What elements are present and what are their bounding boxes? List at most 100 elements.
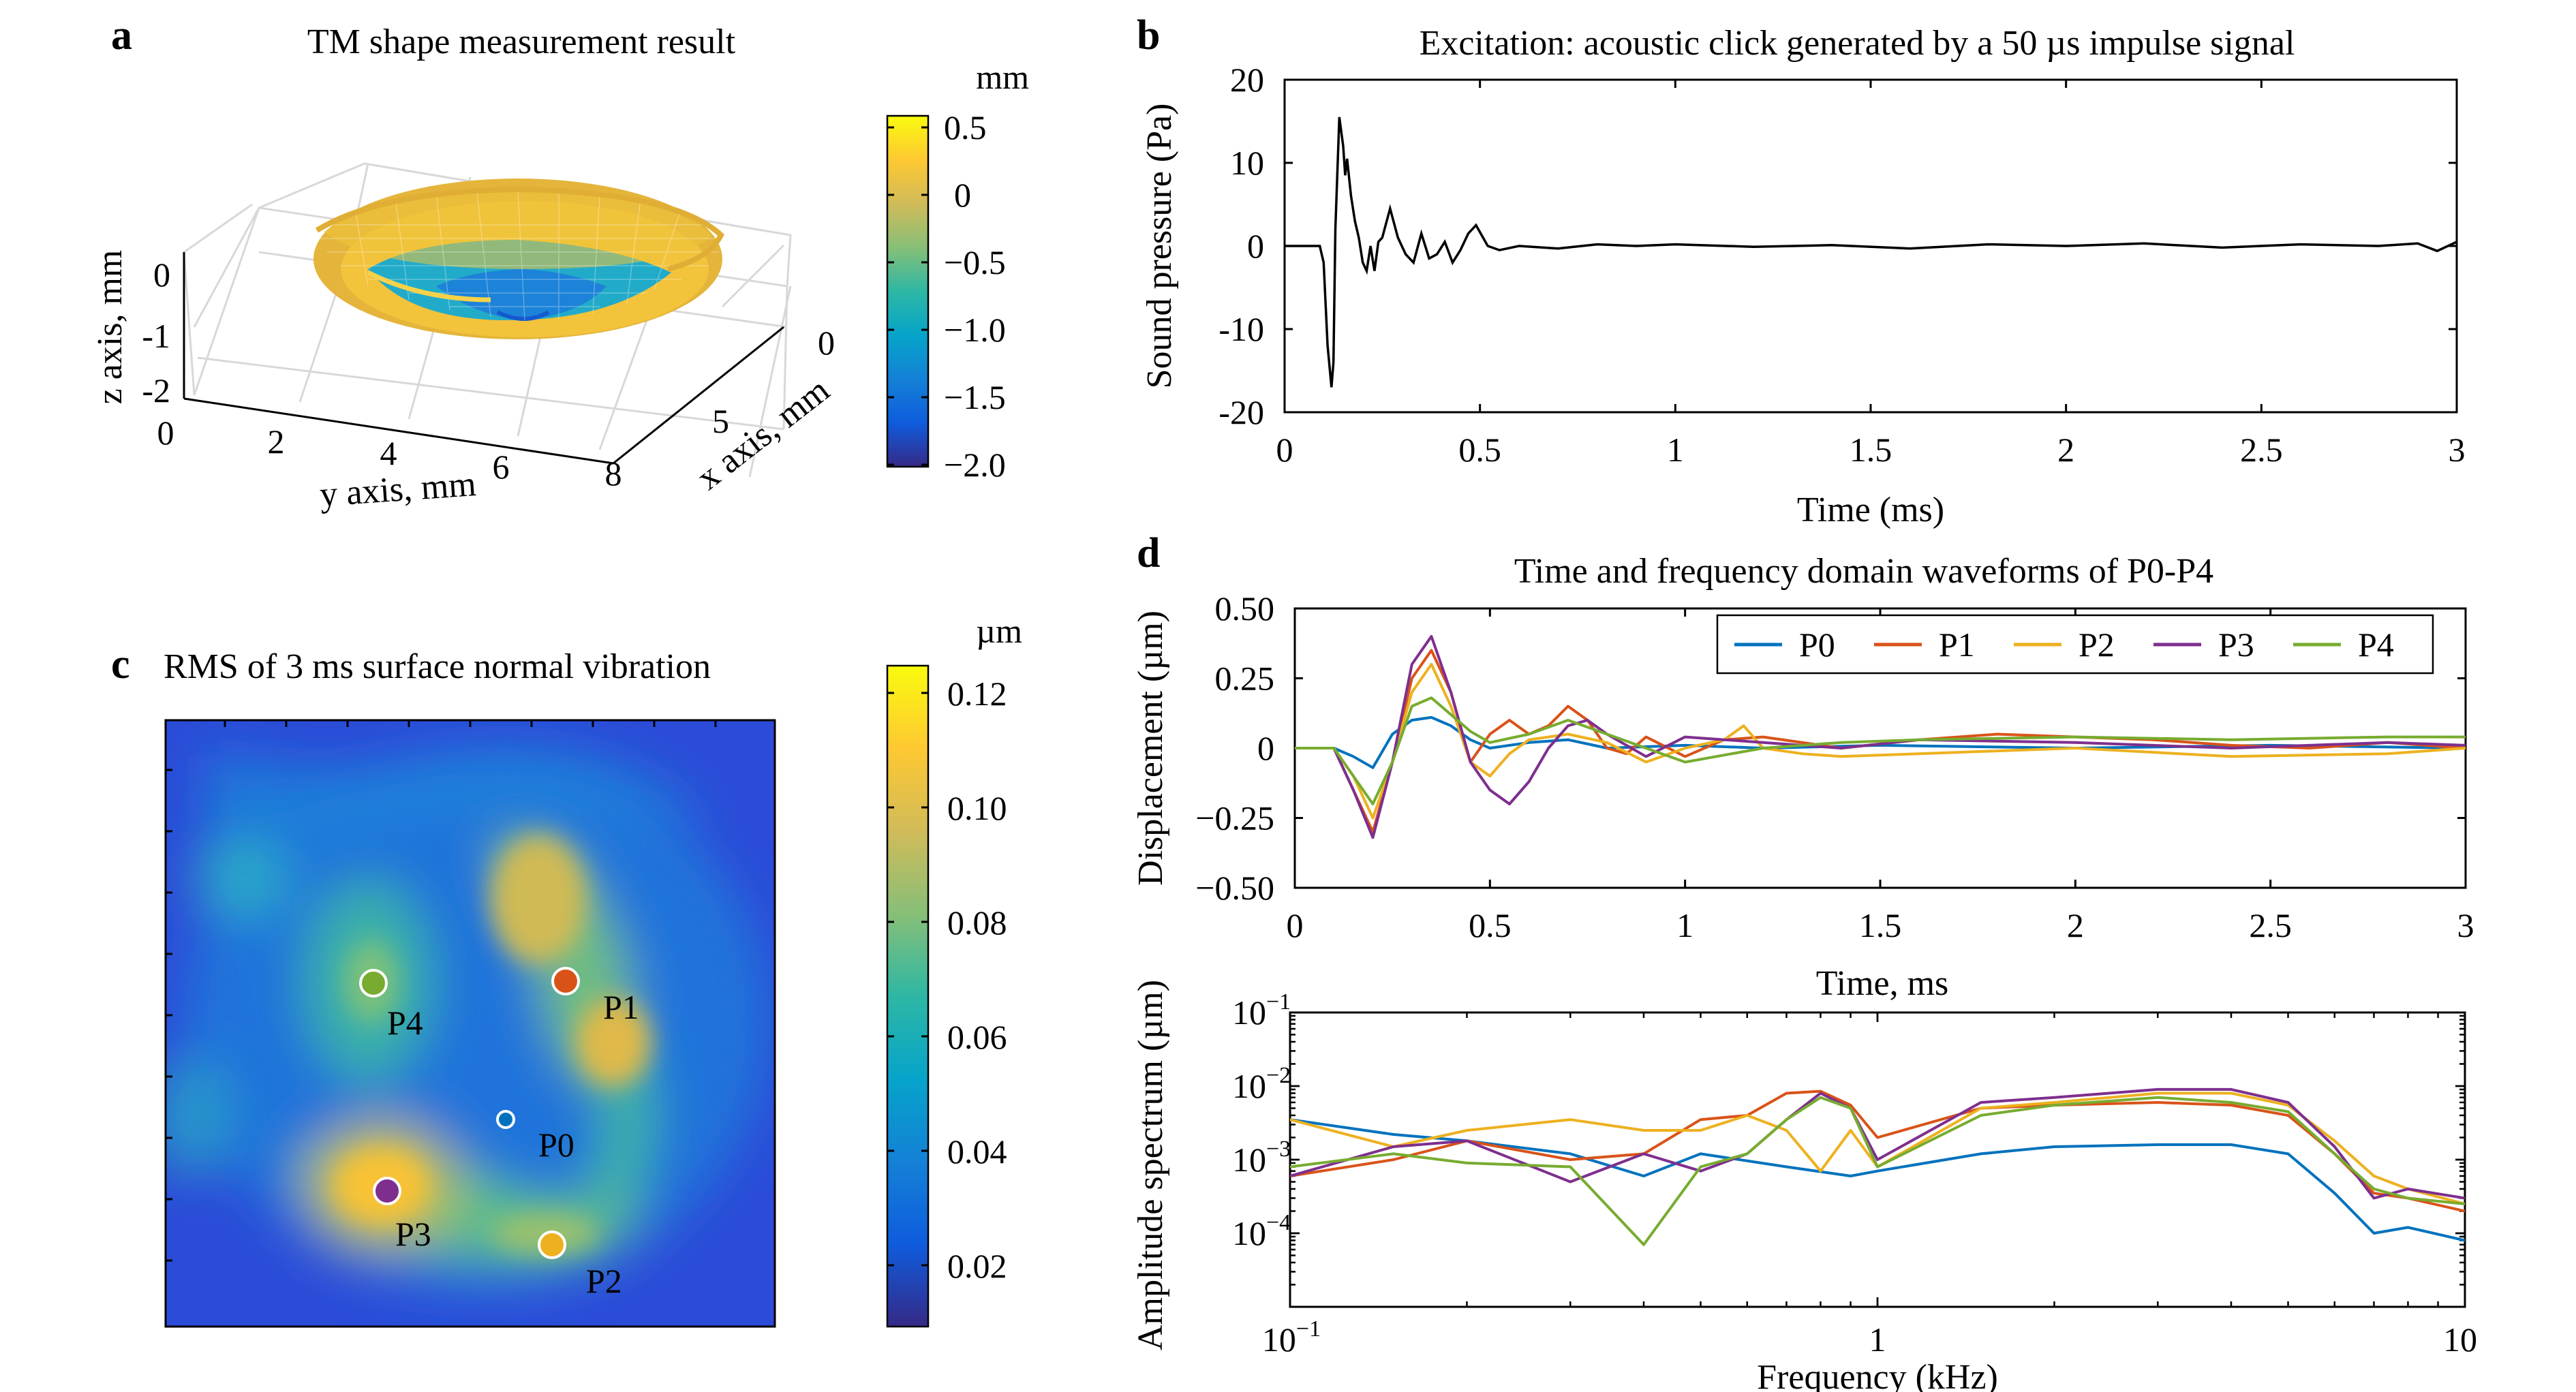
panel-d-time-series [1295, 635, 2466, 839]
measurement-points [359, 967, 580, 1259]
panel-c: c RMS of 3 ms surface normal vibration [111, 612, 1022, 1328]
panel-b-title: Excitation: acoustic click generated by … [1420, 24, 2295, 63]
freq-x-tick-label: 10 [2443, 1320, 2477, 1359]
panel-b: b Excitation: acoustic click generated b… [1137, 12, 2466, 529]
measurement-point-labels: P0 P1 P2 P3 P4 [387, 988, 639, 1300]
panel-b-xlabel: Time (ms) [1797, 491, 1944, 529]
x-tick-label: 1 [1667, 431, 1684, 469]
y-tick-label: -20 [1218, 393, 1264, 431]
panel-d-time-ticks: 0 0.5 1 1.5 2 2.5 3 0.50 0.25 0 −0.25 −0.50 [1195, 589, 2474, 944]
colorbar-c-scale [886, 664, 930, 1328]
panel-d-freq-xlabel: Frequency (kHz) [1757, 1358, 1998, 1392]
series-p2-spectrum-line [1290, 1092, 2465, 1205]
colorbar-a-scale [886, 114, 930, 468]
panel-d-freq-ylabel: Amplitude spectrum (µm) [1131, 980, 1170, 1350]
x-tick-label: 3 [2449, 431, 2466, 469]
x-tick-label: 0.5 [1469, 906, 1512, 944]
y-tick-label: 20 [1230, 61, 1264, 99]
heatmap-axis-ticks [166, 720, 717, 1262]
series-p0-spectrum-line [1290, 1118, 2465, 1242]
legend-label-p3: P3 [2218, 625, 2254, 664]
point-P4-label: P4 [387, 1004, 423, 1042]
z-axis-label: z axis, mm [91, 250, 129, 405]
panel-a-axes [183, 252, 784, 465]
series-p1-spectrum-line [1290, 1089, 2465, 1213]
x-tick-label: 0 [1276, 431, 1293, 469]
panel-d-letter: d [1137, 530, 1160, 576]
point-P2-marker [538, 1231, 566, 1259]
panel-d-time-xlabel: Time, ms [1816, 964, 1949, 1003]
x-tick-label: 3 [2457, 906, 2474, 944]
colorbar-a-tick: −0.5 [944, 243, 1006, 281]
colorbar-c-tick: 0.10 [947, 789, 1007, 827]
x-tick-label: 5 [712, 402, 729, 440]
x-tick-label: 0.5 [1458, 431, 1501, 469]
legend-label-p1: P1 [1939, 625, 1975, 664]
y-tick-label: 0 [157, 414, 174, 452]
x-tick-label: 2.5 [2249, 906, 2292, 944]
y-tick-label: −0.25 [1195, 799, 1274, 837]
colorbar-c-tick: 0.04 [947, 1132, 1007, 1171]
x-tick-label: 2.5 [2240, 431, 2283, 469]
freq-y-tick-label: 10−2 [1232, 1063, 1291, 1105]
panel-c-title: RMS of 3 ms surface normal vibration [164, 647, 711, 686]
y-tick-label: 0.50 [1215, 589, 1275, 628]
y-tick-label: -10 [1218, 310, 1264, 348]
panel-a-z-ticks: 0 -1 -2 [142, 256, 170, 409]
panel-a-colorbar: mm 0.5 0 −0.5 −1.0 −1.5 −2.0 [886, 58, 1029, 484]
colorbar-a-tick: −1.0 [944, 311, 1006, 349]
series-p4-time-line [1295, 696, 2466, 805]
freq-y-tick-label: 10−3 [1232, 1136, 1291, 1179]
colorbar-c-tick: 0.08 [947, 903, 1007, 942]
legend-label-p4: P4 [2358, 625, 2394, 664]
panel-b-ticks: 0 0.5 1 1.5 2 2.5 3 20 10 0 -10 -20 [1218, 61, 2465, 469]
point-P1-marker [551, 967, 580, 995]
point-P0-label: P0 [538, 1126, 574, 1164]
legend-label-p2: P2 [2079, 625, 2115, 664]
series-p0-time-line [1295, 715, 2466, 769]
legend: P0 P1 P2 P3 P4 [1716, 614, 2434, 675]
point-P3-label: P3 [395, 1215, 431, 1253]
panel-d-freq-series [1290, 1087, 2465, 1246]
y-tick-label: 8 [605, 454, 622, 493]
y-tick-label: 2 [268, 422, 285, 461]
series-p2-time-line [1295, 663, 2466, 820]
x-tick-label: 1.5 [1850, 431, 1892, 469]
panel-a-y-ticks: 0 2 4 6 8 [157, 414, 622, 493]
colorbar-a-tick: −2.0 [944, 446, 1006, 484]
y-tick-label: 0 [1247, 227, 1264, 265]
freq-y-tick-label: 10−1 [1232, 989, 1291, 1032]
z-tick-label: -2 [142, 371, 170, 409]
y-tick-label: 0 [1257, 729, 1274, 767]
panel-c-colorbar: µm 0.12 0.10 0.08 0.06 0.04 0.02 [886, 612, 1022, 1328]
panel-b-ylabel: Sound pressure (Pa) [1140, 104, 1179, 389]
y-tick-label: 6 [493, 448, 510, 486]
y-tick-label: 10 [1230, 144, 1264, 182]
series-p3-spectrum-line [1290, 1087, 2465, 1200]
x-tick-label: 0 [1287, 906, 1304, 944]
panel-d-freq-tick-labels: 10−1 1 10 10−1 10−2 10−3 10−4 [1232, 989, 2477, 1359]
freq-x-tick-label: 10−1 [1262, 1316, 1321, 1359]
panel-c-letter: c [111, 641, 130, 687]
series-pressure-line [1285, 117, 2457, 388]
series-p4-spectrum-line [1290, 1096, 2465, 1246]
y-axis-label: y axis, mm [318, 465, 477, 514]
panel-a-letter: a [111, 12, 132, 59]
z-tick-label: -1 [142, 317, 170, 355]
point-P3-marker [373, 1177, 401, 1205]
y-tick-label: 0.25 [1215, 660, 1275, 698]
x-tick-label: 2 [2057, 431, 2074, 469]
colorbar-a-unit: mm [976, 58, 1029, 96]
panel-a-x-ticks: 0 5 [712, 324, 835, 440]
point-P0-marker [496, 1110, 515, 1129]
y-tick-label: 4 [380, 434, 397, 472]
z-tick-label: 0 [153, 256, 170, 294]
freq-x-tick-label: 1 [1869, 1320, 1886, 1359]
panel-a-surface [313, 179, 724, 339]
freq-y-tick-label: 10−4 [1232, 1210, 1291, 1252]
x-tick-label: 1 [1676, 906, 1693, 944]
point-P2-label: P2 [586, 1262, 622, 1300]
x-tick-label: 1.5 [1859, 906, 1902, 944]
y-tick-label: −0.50 [1195, 869, 1274, 907]
